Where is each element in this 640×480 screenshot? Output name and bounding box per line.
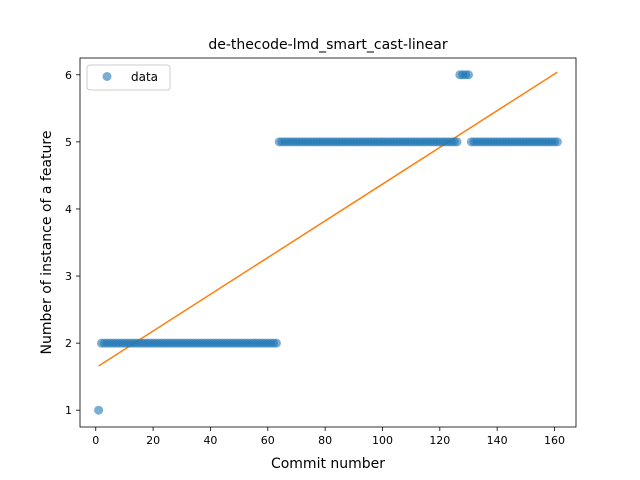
x-axis-label: Commit number bbox=[271, 456, 385, 472]
legend-marker-data bbox=[102, 72, 112, 81]
x-axis-ticks: 0 20 40 60 80 100 120 140 160 bbox=[92, 427, 565, 447]
x-tick-label: 60 bbox=[261, 434, 275, 447]
x-tick-label: 140 bbox=[487, 434, 508, 447]
x-tick-label: 160 bbox=[544, 434, 565, 447]
y-axis-label: Number of instance of a feature bbox=[39, 131, 55, 355]
y-tick-label: 1 bbox=[65, 404, 72, 417]
x-tick-label: 0 bbox=[92, 434, 99, 447]
fit-line bbox=[98, 71, 558, 367]
y-tick-label: 4 bbox=[65, 203, 72, 216]
data-point bbox=[94, 405, 104, 415]
x-tick-label: 120 bbox=[429, 434, 450, 447]
x-tick-label: 40 bbox=[203, 434, 217, 447]
x-tick-label: 80 bbox=[318, 434, 332, 447]
y-tick-label: 3 bbox=[65, 270, 72, 283]
legend: data bbox=[86, 64, 171, 91]
legend-label-data: data bbox=[131, 70, 158, 84]
data-points-layer bbox=[94, 70, 562, 415]
y-tick-label: 5 bbox=[65, 136, 72, 149]
x-tick-label: 20 bbox=[146, 434, 160, 447]
data-point bbox=[552, 137, 562, 147]
plot-area bbox=[80, 58, 576, 427]
legend-box bbox=[86, 64, 171, 91]
data-point bbox=[452, 137, 462, 147]
fit-line-layer bbox=[98, 71, 558, 367]
plot-frame bbox=[79, 57, 577, 428]
data-point bbox=[271, 338, 281, 348]
y-tick-label: 2 bbox=[65, 337, 72, 350]
chart-title: de-thecode-lmd_smart_cast-linear bbox=[208, 37, 447, 53]
y-axis-ticks: 1 2 3 4 5 6 bbox=[65, 69, 80, 417]
y-tick-label: 6 bbox=[65, 69, 72, 82]
x-tick-label: 100 bbox=[372, 434, 393, 447]
data-point bbox=[463, 70, 473, 80]
